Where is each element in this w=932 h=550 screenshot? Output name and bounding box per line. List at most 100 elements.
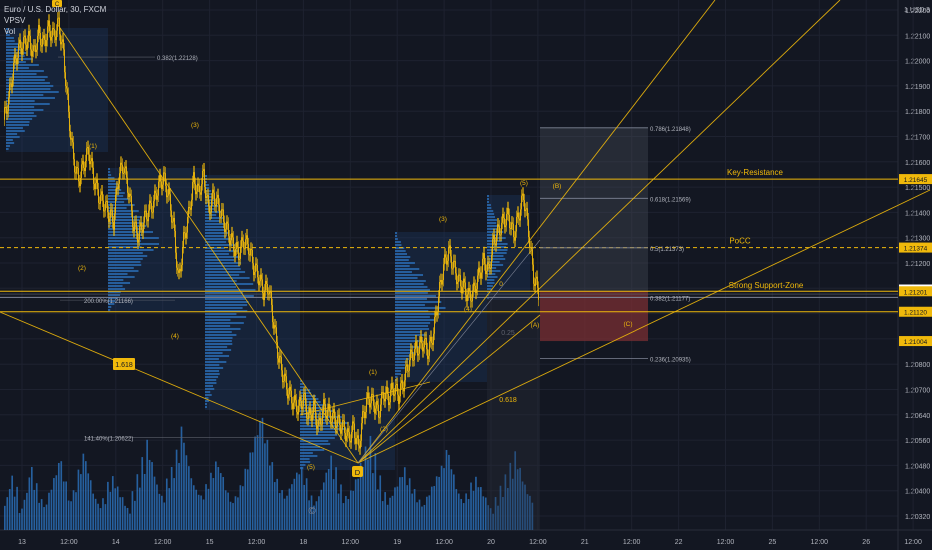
candle-body	[417, 346, 418, 356]
candle-body	[444, 254, 445, 265]
candle-body	[375, 408, 376, 414]
candle-body	[529, 237, 530, 248]
candle-body	[505, 225, 506, 228]
candle-body	[521, 195, 522, 210]
candle-body	[136, 221, 137, 233]
candle-body	[42, 38, 43, 47]
volume-profile-bar	[300, 386, 305, 388]
volume-profile-bar	[395, 367, 405, 369]
candle-body	[128, 192, 129, 198]
candle-body	[132, 210, 133, 227]
volume-bar	[256, 435, 259, 530]
candle-body	[338, 414, 339, 417]
volume-bar	[315, 501, 318, 530]
candle-body	[462, 287, 463, 294]
volume-profile-bar	[6, 109, 44, 111]
volume-profile-bar	[6, 79, 45, 81]
candle-body	[472, 290, 473, 302]
candle-body	[171, 210, 172, 223]
vpsv-indicator-label: VPSV	[4, 16, 26, 25]
candle-body	[294, 395, 295, 403]
candle-body	[321, 424, 322, 426]
volume-profile-bar	[395, 289, 430, 291]
candle-body	[394, 394, 395, 396]
volume-bar	[394, 487, 396, 530]
volume-bar	[276, 478, 279, 530]
volume-profile-bar	[395, 319, 435, 321]
volume-bar	[212, 478, 215, 530]
candle-body	[284, 373, 285, 382]
volume-profile-bar	[205, 316, 247, 318]
candle-body	[124, 168, 125, 173]
volume-profile-bar	[205, 175, 207, 177]
candle-body	[272, 304, 273, 323]
volume-bar	[94, 498, 97, 530]
candle-body	[14, 54, 15, 63]
candle-body	[92, 158, 93, 168]
volume-profile-bar	[487, 204, 491, 206]
elliott-wave-label: (5)	[307, 464, 315, 471]
volume-bar	[205, 484, 207, 530]
candle-body	[201, 184, 202, 195]
volume-profile-bar	[205, 394, 212, 396]
volume-bar	[511, 478, 514, 530]
volume-profile-bar	[395, 250, 406, 252]
candle-body	[307, 418, 308, 420]
candle-body	[117, 187, 118, 189]
volume-profile-bar	[300, 443, 331, 445]
candle-body	[202, 170, 203, 185]
fib-level-label: 0.5(1.21373)	[650, 247, 684, 253]
volume-profile-bar	[108, 279, 124, 281]
candle-body	[325, 404, 326, 416]
volume-profile-bar	[205, 262, 242, 264]
candle-body	[163, 172, 164, 185]
candle-body	[83, 160, 84, 169]
volume-bar	[210, 472, 212, 530]
volume-profile-bar	[205, 361, 227, 363]
candle-body	[98, 189, 99, 203]
candle-body	[267, 284, 268, 294]
candle-body	[352, 421, 353, 432]
candle-body	[115, 194, 116, 214]
volume-bar	[482, 496, 485, 530]
volume-bar	[261, 417, 264, 530]
volume-profile-bar	[395, 298, 427, 300]
candle-body	[487, 262, 488, 271]
volume-bar	[367, 459, 369, 530]
ratio-1618-badge	[113, 358, 135, 370]
volume-profile-bar	[205, 256, 241, 258]
candle-body	[515, 231, 516, 241]
volume-bar	[141, 457, 144, 530]
volume-bar	[489, 508, 492, 530]
candle-body	[457, 281, 458, 285]
volume-profile-bar	[205, 292, 244, 294]
volume-profile-bar	[487, 264, 504, 266]
candle-body	[269, 291, 270, 295]
candle-body	[104, 210, 105, 212]
candle-body	[407, 364, 408, 371]
volume-profile-bar	[395, 238, 398, 240]
candle-body	[24, 35, 25, 38]
candle-body	[456, 273, 457, 285]
candle-body	[299, 396, 300, 406]
candle-body	[93, 167, 94, 184]
volume-bar	[40, 499, 43, 530]
volume-profile-bar	[205, 388, 215, 390]
candle-body	[346, 435, 347, 441]
candle-body	[345, 432, 346, 441]
candle-body	[249, 254, 250, 256]
candle-body	[58, 17, 59, 19]
volume-profile-bar	[108, 225, 147, 227]
candle-body	[68, 93, 69, 112]
candle-body	[416, 341, 417, 347]
candle-body	[341, 429, 342, 434]
candle-body	[101, 191, 102, 195]
volume-bar	[222, 477, 225, 530]
volume-profile-bar	[205, 232, 229, 234]
volume-bar	[347, 499, 350, 530]
volume-bar	[158, 493, 161, 530]
volume-profile-bar	[395, 235, 398, 237]
volume-bar	[310, 495, 313, 530]
candle-body	[382, 392, 383, 394]
